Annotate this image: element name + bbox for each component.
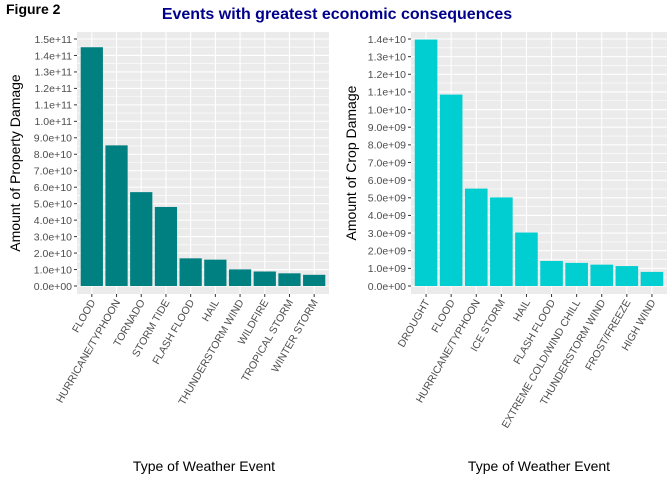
bar [278,273,301,286]
property-damage-chart: 0.0e+00 1.0e+10 2.0e+10 3.0e+10 4.0e+10 5.0e+… [7,32,329,474]
x-tick-label: HAIL [200,297,222,323]
y-tick-label: 5.0e+10 [34,198,72,210]
bar [179,258,202,286]
y-tick-labels: 0.0e+00 1.0e+09 2.0e+09 3.0e+09 4.0e+09 5.0e+… [368,34,411,293]
y-tick-label: 1.1e+11 [35,100,73,112]
y-tick-label: 8.0e+09 [368,140,406,152]
bars [80,47,326,286]
y-tick-label: 8.0e+10 [34,149,72,161]
bar [464,188,488,286]
bars [414,39,664,287]
y-tick-label: 4.0e+10 [34,215,72,227]
y-tick-labels: 0.0e+00 1.0e+10 2.0e+10 3.0e+10 4.0e+10 5.0e+… [34,34,77,293]
bar [590,264,614,286]
crop-damage-chart: 0.0e+00 1.0e+09 2.0e+09 3.0e+09 4.0e+09 5.0e+… [343,32,667,474]
y-tick-label: 3.0e+10 [34,231,72,243]
bar [130,192,153,286]
y-tick-label: 1.0e+10 [34,264,72,276]
y-tick-label: 3.0e+09 [368,228,406,240]
figure-label: Figure 2 [6,1,61,17]
bar [615,266,639,286]
bar [228,269,252,286]
y-tick-label: 0.0e+00 [34,281,72,293]
bar [105,145,128,286]
y-tick-label: 9.0e+09 [368,122,406,134]
y-tick-label: 1.2e+10 [368,69,406,81]
y-tick-label: 1.3e+10 [368,51,406,63]
y-tick-label: 7.0e+10 [34,166,72,178]
y-tick-label: 6.0e+09 [368,175,406,187]
y-tick-label: 1.0e+10 [368,104,406,116]
y-tick-label: 5.0e+09 [368,193,406,205]
x-axis-title: Type of Weather Event [468,458,610,474]
bar [80,47,103,286]
bar [565,262,588,286]
y-tick-label: 1.2e+11 [35,83,73,95]
y-tick-label: 1.1e+10 [368,87,406,99]
bar [414,39,438,287]
bar [154,206,178,286]
bar [540,260,563,286]
x-tick-label: HAIL [511,297,533,323]
bar [303,274,326,286]
bar [204,259,227,286]
y-tick-label: 7.0e+09 [368,157,406,169]
y-tick-label: 4.0e+09 [368,210,406,222]
y-axis-title: Amount of Property Damage [7,74,23,252]
bar [490,197,513,286]
y-tick-label: 2.0e+09 [368,246,406,258]
y-tick-label: 1.4e+10 [368,34,406,46]
figure-title: Events with greatest economic consequenc… [162,6,512,23]
bar [515,232,538,286]
y-tick-label: 9.0e+10 [34,133,72,145]
y-tick-label: 1.4e+11 [35,50,73,62]
x-tick-label: DROUGHT [396,297,433,349]
y-tick-label: 1.0e+11 [35,116,73,128]
y-tick-label: 1.0e+09 [368,263,406,275]
y-tick-label: 0.0e+00 [368,281,406,293]
bar [640,271,664,286]
bar [439,94,463,286]
bar [253,271,276,286]
y-tick-label: 6.0e+10 [34,182,72,194]
y-tick-label: 1.5e+11 [35,34,73,46]
x-axis-title: Type of Weather Event [133,458,275,474]
y-axis-title: Amount of Crop Damage [343,85,359,240]
y-tick-label: 1.3e+11 [35,67,73,79]
y-tick-label: 2.0e+10 [34,248,72,260]
